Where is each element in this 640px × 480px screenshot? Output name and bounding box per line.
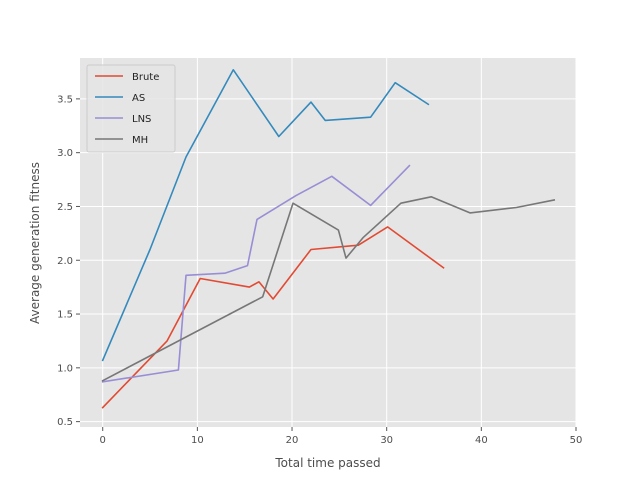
legend-label-lns: LNS [132,114,151,125]
legend-label-brute: Brute [132,72,159,83]
series-line-as [101,69,430,362]
y-tick-label: 2.0 [57,256,73,267]
legend-label-mh: MH [132,135,148,146]
x-tick-label: 10 [191,435,204,446]
x-tick-label: 50 [570,435,583,446]
x-tick-label: 20 [286,435,299,446]
legend-box [86,64,176,153]
y-tick-label: 0.5 [57,417,73,428]
series-line-lns [101,164,411,383]
y-tick-label: 1.0 [57,363,73,374]
series-layer [101,69,556,409]
grid [80,58,577,427]
x-axis-label: Total time passed [274,456,380,470]
y-axis-label: Average generation fitness [28,162,42,324]
legend: Brute AS LNS MH [86,64,176,153]
y-tick-label: 2.5 [57,202,73,213]
y-tick-label: 3.5 [57,94,73,105]
y-tick-label: 1.5 [57,310,73,321]
y-axis-ticks: 0.5 1.0 1.5 2.0 2.5 3.0 3.5 [57,94,80,428]
x-tick-label: 0 [100,435,106,446]
x-tick-label: 30 [380,435,393,446]
y-tick-label: 3.0 [57,148,73,159]
legend-label-as: AS [132,93,145,104]
series-line-mh [101,196,556,382]
x-tick-label: 40 [475,435,488,446]
x-axis-ticks: 0 10 20 30 40 50 [100,427,583,446]
